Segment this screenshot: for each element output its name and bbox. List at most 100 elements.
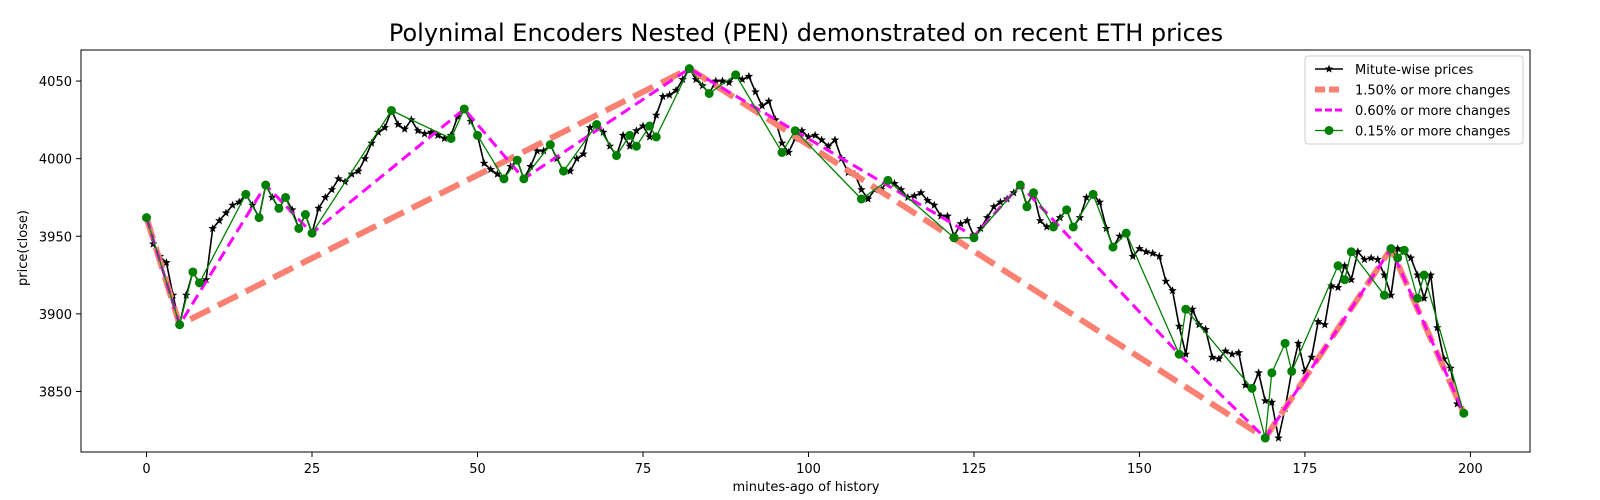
price-point — [1380, 270, 1389, 279]
change-point — [1022, 202, 1032, 212]
price-point — [1353, 247, 1363, 256]
price-point — [890, 179, 899, 188]
change-point — [1386, 244, 1396, 254]
price-point — [744, 71, 754, 80]
change-point — [294, 223, 304, 233]
plot-area — [80, 49, 1531, 453]
change-point — [1346, 247, 1356, 257]
price-point — [208, 224, 217, 233]
price-point — [1115, 231, 1124, 240]
price-point — [645, 132, 654, 141]
price-point — [433, 130, 443, 139]
legend-label: 1.50% or more changes — [1355, 84, 1511, 99]
price-point — [1174, 321, 1184, 330]
price-point — [1274, 433, 1283, 442]
price-point — [287, 205, 297, 214]
price-point — [771, 115, 780, 124]
change-point — [1121, 228, 1131, 238]
y-tick-label: 3900 — [39, 308, 72, 323]
price-point — [182, 290, 191, 299]
price-point — [1307, 352, 1316, 361]
change-point — [499, 174, 509, 184]
price-point — [1201, 324, 1210, 333]
y-tick-label: 4000 — [39, 153, 72, 168]
price-point — [810, 130, 820, 139]
price-point — [638, 121, 648, 130]
change-point — [512, 155, 522, 165]
price-point — [976, 224, 985, 233]
change-point — [261, 180, 271, 190]
change-point — [704, 88, 714, 98]
price-point — [1426, 270, 1435, 279]
price-point — [1366, 253, 1376, 262]
x-tick-label: 100 — [796, 462, 821, 477]
change-point — [1088, 189, 1098, 199]
plot-frame — [80, 49, 1531, 453]
legend-marker — [1324, 126, 1334, 135]
price-point — [724, 78, 734, 87]
price-point — [982, 213, 992, 222]
change-point — [254, 213, 264, 223]
change-point — [1287, 366, 1297, 376]
price-point — [221, 208, 231, 217]
price-point — [493, 169, 502, 178]
price-point — [943, 211, 952, 220]
x-tick-label: 125 — [962, 462, 987, 477]
price-point — [1439, 354, 1449, 363]
change-point — [1393, 253, 1403, 263]
price-point — [506, 161, 515, 170]
legend-label: Mitute-wise prices — [1355, 63, 1473, 78]
legend-box — [1304, 55, 1524, 145]
price-point — [1320, 320, 1330, 329]
change-point — [1333, 261, 1343, 271]
series-line — [145, 67, 1466, 440]
price-point — [1161, 276, 1171, 285]
price-point — [354, 166, 363, 175]
series-2 — [143, 65, 1467, 441]
price-point — [830, 135, 840, 144]
price-point — [215, 216, 224, 225]
change-point — [625, 130, 635, 140]
price-point — [1188, 304, 1197, 313]
change-point — [1062, 205, 1072, 215]
price-point — [1082, 193, 1091, 202]
x-axis: 0 25 50 75 100 125 150 175 200 — [142, 452, 1483, 477]
price-point — [162, 258, 171, 267]
x-tick-label: 150 — [1127, 462, 1152, 477]
price-point — [1055, 213, 1065, 222]
price-point — [1294, 338, 1303, 347]
x-tick-label: 175 — [1293, 462, 1318, 477]
price-point — [393, 120, 403, 129]
price-point — [1406, 253, 1416, 262]
change-point — [592, 120, 602, 130]
price-point — [1135, 244, 1144, 253]
price-point — [1035, 216, 1045, 225]
price-point — [757, 101, 767, 110]
price-point — [599, 127, 608, 136]
y-axis-label: price(close) — [16, 210, 31, 286]
y-tick-label: 3850 — [39, 385, 72, 400]
price-point — [1254, 368, 1263, 377]
x-axis-label: minutes-ago of history — [733, 480, 880, 495]
price-point — [1214, 354, 1224, 363]
change-point — [274, 203, 284, 213]
price-point — [824, 141, 833, 150]
change-point — [446, 133, 456, 143]
change-point — [1048, 222, 1058, 232]
price-point — [1148, 248, 1157, 257]
x-tick-label: 50 — [469, 462, 486, 477]
change-point — [1029, 188, 1039, 198]
price-point — [817, 135, 826, 144]
change-point — [1068, 222, 1078, 232]
price-point — [585, 123, 595, 132]
price-point — [360, 154, 370, 163]
price-point — [1208, 352, 1217, 361]
price-point — [1267, 397, 1277, 406]
price-point — [565, 166, 575, 175]
price-point — [1221, 346, 1230, 355]
price-point — [228, 200, 237, 209]
change-point — [142, 213, 152, 223]
price-point — [711, 76, 721, 85]
price-point — [857, 185, 866, 194]
